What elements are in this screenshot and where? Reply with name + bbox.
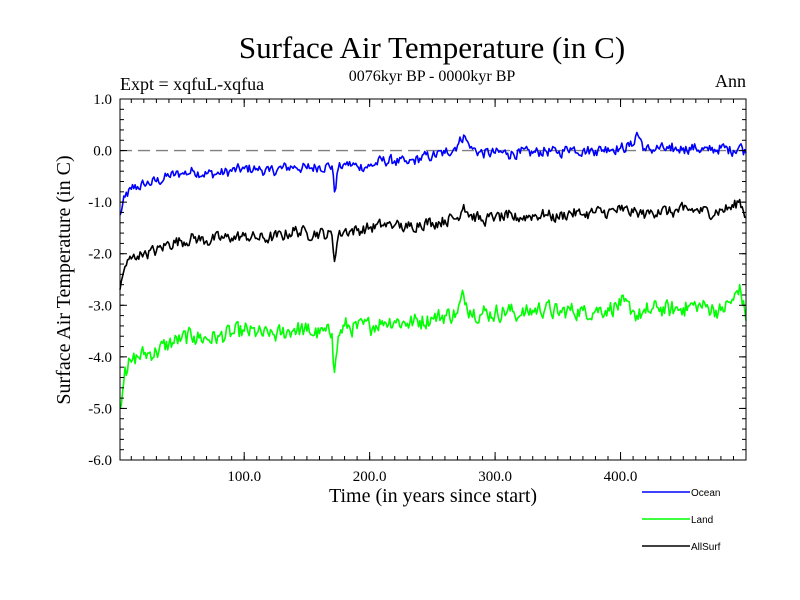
x-axis-label: Time (in years since start): [329, 485, 537, 507]
series-line-ocean: [119, 131, 747, 216]
experiment-annotation: Expt = xqfuL-xqfua: [120, 74, 264, 94]
y-tick-label: 0.0: [93, 144, 112, 160]
y-tick-label: -4.0: [88, 350, 112, 366]
legend-label-ocean: Ocean: [691, 488, 720, 499]
x-tick-label: 300.0: [478, 469, 512, 485]
x-tick-label: 400.0: [604, 469, 638, 485]
series-layer: [119, 131, 747, 409]
y-tick-label: -2.0: [88, 247, 112, 263]
ticks-layer: 1.0 0.0 -1.0 -2.0 -3.0 -4.0 -5.0 -6.0 100.0 200.0…: [88, 92, 746, 485]
y-axis-label: Surface Air Temperature (in C): [53, 155, 75, 404]
y-tick-label: -3.0: [88, 298, 112, 314]
chart-title: Surface Air Temperature (in C): [239, 30, 625, 65]
y-tick-label: -5.0: [88, 401, 112, 417]
chart-subtitle: 0076kyr BP - 0000kyr BP: [349, 68, 516, 85]
legend-label-allsurf: AllSurf: [691, 542, 721, 553]
x-tick-label: 200.0: [353, 469, 387, 485]
y-tick-label: 1.0: [93, 92, 112, 108]
series-line-land: [119, 283, 747, 409]
plot-frame: [119, 98, 747, 461]
series-line-allsurf: [119, 198, 747, 290]
x-tick-label: 100.0: [227, 469, 261, 485]
legend: Ocean Land AllSurf: [642, 488, 721, 553]
y-tick-label: -6.0: [88, 453, 112, 469]
season-annotation: Ann: [715, 71, 746, 91]
y-tick-label: -1.0: [88, 195, 112, 211]
legend-label-land: Land: [691, 515, 713, 526]
